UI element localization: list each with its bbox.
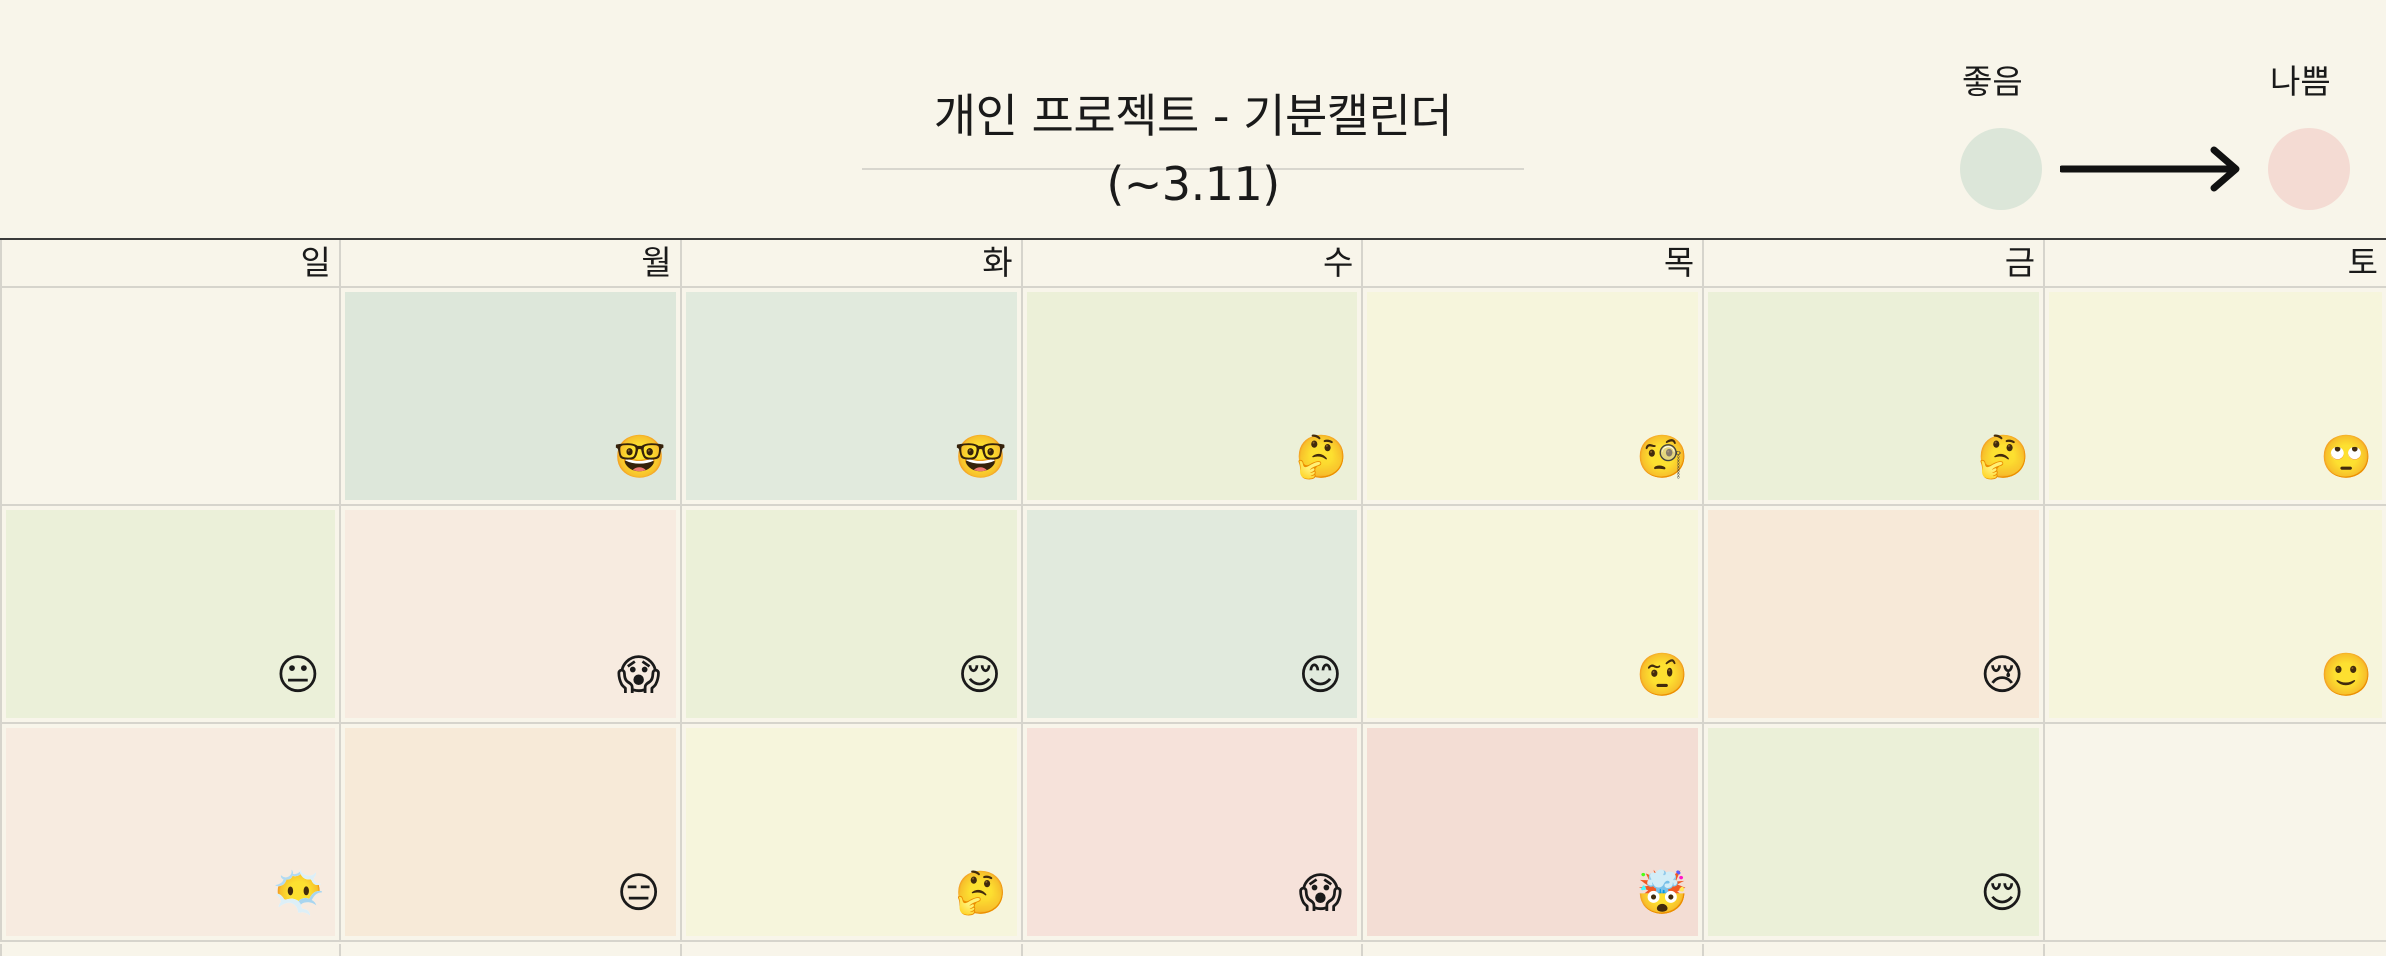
next-week-row-partial [0, 944, 2386, 956]
calendar-day-cell[interactable]: 🙂 [2045, 506, 2386, 724]
mood-color-fill [344, 728, 676, 936]
weekday-header-row: 일 월 화 수 목 금 토 [0, 240, 2386, 288]
calendar-day-cell[interactable] [0, 288, 341, 506]
mood-emoji-icon: 😌 [1980, 868, 2025, 917]
legend-good-label: 좋음 [1962, 62, 2023, 101]
mood-color-fill [1026, 292, 1358, 500]
calendar-day-cell[interactable]: 🤔 [681, 724, 1023, 942]
arrow-right-icon [2060, 146, 2240, 192]
mood-emoji-icon: 🤯 [1636, 868, 1689, 917]
mood-color-fill [1026, 510, 1358, 718]
partial-cell [341, 944, 682, 956]
calendar-day-cell[interactable]: 😢 [1704, 506, 2046, 724]
calendar-day-cell[interactable]: 🤓 [681, 288, 1023, 506]
calendar-day-cell[interactable] [2045, 724, 2386, 942]
mood-emoji-icon: 😱 [616, 650, 661, 699]
mood-color-fill [685, 510, 1017, 718]
weekday-wed: 수 [1023, 240, 1364, 286]
mood-emoji-icon: 🤔 [954, 868, 1007, 917]
partial-cell [682, 944, 1023, 956]
mood-color-fill [2049, 292, 2382, 500]
calendar-day-cell[interactable]: 😌 [681, 506, 1023, 724]
title-container: 개인 프로젝트 - 기분캘린더(~3.11) [862, 82, 1524, 211]
calendar-day-cell[interactable]: 🤔 [1022, 288, 1364, 506]
mood-emoji-icon [273, 432, 323, 482]
page-title: 개인 프로젝트 - 기분캘린더(~3.11) [933, 89, 1453, 211]
mood-color-fill [685, 728, 1017, 936]
calendar-day-cell[interactable]: 😐 [0, 506, 341, 724]
mood-emoji-icon: 😐 [275, 650, 320, 699]
mood-color-fill [6, 292, 335, 500]
mood-emoji-icon: 🧐 [1636, 432, 1689, 481]
partial-cell [1023, 944, 1364, 956]
calendar-day-cell[interactable]: 😌 [1704, 724, 2046, 942]
mood-emoji-icon [2320, 868, 2370, 918]
calendar-day-cell[interactable]: 😊 [1022, 506, 1364, 724]
mood-emoji-icon: 😑 [616, 868, 661, 917]
mood-color-fill [2049, 728, 2382, 936]
mood-color-fill [6, 728, 335, 936]
calendar-grid: 🤓 🤓 🤔 🧐 🤔 🙄 😐 😱 😌 😊 🤨 😢 🙂 😶‍🌫️ 😑 🤔 😱 🤯 😌 [0, 288, 2386, 942]
mood-color-fill [1708, 510, 2040, 718]
mood-emoji-icon: 😌 [957, 650, 1002, 699]
calendar-day-cell[interactable]: 🙄 [2045, 288, 2386, 506]
page-header: 개인 프로젝트 - 기분캘린더(~3.11) 좋음 나쁨 [0, 0, 2386, 238]
calendar-day-cell[interactable]: 😑 [340, 724, 682, 942]
weekday-sat: 토 [2347, 243, 2378, 282]
calendar-day-cell[interactable]: 🤯 [1363, 724, 1705, 942]
mood-color-fill [344, 510, 676, 718]
calendar-day-cell[interactable]: 😱 [340, 506, 682, 724]
calendar-day-cell[interactable]: 🤨 [1363, 506, 1705, 724]
mood-color-fill [1026, 728, 1358, 936]
mood-emoji-icon: 🙄 [2320, 432, 2373, 481]
mood-color-fill [2049, 510, 2382, 718]
mood-emoji-icon: 🤔 [1295, 432, 1348, 481]
mood-calendar: 일 월 화 수 목 금 토 🤓 🤓 🤔 🧐 🤔 🙄 😐 😱 😌 😊 🤨 😢 🙂 😶‍🌫️ 😑 🤔 😱 🤯 😌 [0, 238, 2386, 956]
calendar-day-cell[interactable]: 😶‍🌫️ [0, 724, 341, 942]
weekday-thu: 목 [1363, 240, 1705, 286]
mood-emoji-icon: 🤔 [1977, 432, 2030, 481]
mood-color-fill [1367, 292, 1699, 500]
weekday-tue: 화 [682, 240, 1023, 286]
legend-good-dot [1960, 128, 2042, 210]
mood-color-fill [685, 292, 1017, 500]
calendar-day-cell[interactable]: 🤔 [1704, 288, 2046, 506]
mood-emoji-icon: 🙂 [2320, 650, 2373, 699]
weekday-mon: 월 [341, 240, 682, 286]
calendar-day-cell[interactable]: 🧐 [1363, 288, 1705, 506]
mood-color-fill [6, 510, 335, 718]
mood-emoji-icon: 😢 [1980, 650, 2025, 699]
weekday-sun: 일 [0, 240, 341, 286]
mood-emoji-icon: 🤓 [954, 432, 1007, 481]
weekday-fri: 금 [1704, 240, 2046, 286]
mood-emoji-icon: 😱 [1298, 868, 1343, 917]
partial-cell [2045, 944, 2386, 956]
mood-color-fill [1367, 510, 1699, 718]
calendar-day-cell[interactable]: 😱 [1022, 724, 1364, 942]
mood-color-fill [344, 292, 676, 500]
mood-emoji-icon: 🤨 [1636, 650, 1689, 699]
calendar-day-cell[interactable]: 🤓 [340, 288, 682, 506]
partial-cell [1363, 944, 1705, 956]
mood-color-fill [1367, 728, 1699, 936]
mood-emoji-icon: 🤓 [613, 432, 666, 481]
mood-color-fill [1708, 728, 2040, 936]
mood-color-fill [1708, 292, 2040, 500]
legend-bad-label: 나쁨 [2270, 62, 2331, 101]
mood-emoji-icon: 😶‍🌫️ [272, 868, 326, 917]
mood-emoji-icon: 😊 [1298, 650, 1343, 699]
legend-bad-dot [2268, 128, 2350, 210]
partial-cell [0, 944, 341, 956]
partial-cell [1704, 944, 2046, 956]
